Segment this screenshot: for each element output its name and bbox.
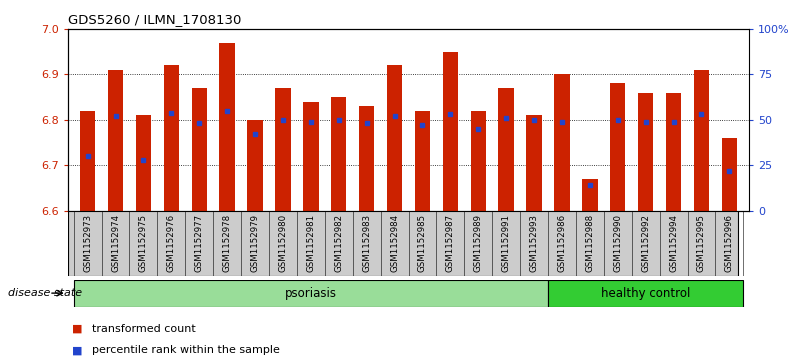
Text: GSM1152996: GSM1152996: [725, 214, 734, 272]
Bar: [471, 111, 486, 211]
Text: GSM1152981: GSM1152981: [306, 214, 316, 272]
Bar: [108, 70, 123, 211]
Text: GSM1152973: GSM1152973: [83, 214, 92, 272]
Text: GSM1152987: GSM1152987: [446, 214, 455, 272]
Bar: [638, 93, 654, 211]
Text: disease state: disease state: [8, 288, 83, 298]
Text: GDS5260 / ILMN_1708130: GDS5260 / ILMN_1708130: [68, 13, 241, 26]
Bar: [694, 70, 709, 211]
Bar: [135, 115, 151, 211]
Text: GSM1152976: GSM1152976: [167, 214, 176, 272]
Bar: [276, 88, 291, 211]
Text: ■: ■: [72, 323, 83, 334]
Text: GSM1152991: GSM1152991: [501, 214, 511, 272]
Text: transformed count: transformed count: [92, 323, 196, 334]
Text: GSM1152985: GSM1152985: [418, 214, 427, 272]
Bar: [415, 111, 430, 211]
Bar: [74, 280, 548, 307]
Bar: [163, 65, 179, 211]
Text: GSM1152979: GSM1152979: [251, 214, 260, 272]
Bar: [191, 88, 207, 211]
Bar: [219, 43, 235, 211]
Bar: [359, 106, 374, 211]
Text: GSM1152986: GSM1152986: [557, 214, 566, 272]
Text: GSM1152990: GSM1152990: [614, 214, 622, 272]
Bar: [610, 83, 626, 211]
Bar: [80, 111, 95, 211]
Text: GSM1152988: GSM1152988: [586, 214, 594, 272]
Text: ■: ■: [72, 345, 83, 355]
Text: GSM1152984: GSM1152984: [390, 214, 399, 272]
Bar: [666, 93, 682, 211]
Text: GSM1152978: GSM1152978: [223, 214, 231, 272]
Bar: [722, 138, 737, 211]
Text: GSM1152994: GSM1152994: [669, 214, 678, 272]
Text: percentile rank within the sample: percentile rank within the sample: [92, 345, 280, 355]
Bar: [443, 52, 458, 211]
Bar: [554, 74, 570, 211]
Bar: [582, 179, 598, 211]
Text: GSM1152995: GSM1152995: [697, 214, 706, 272]
Bar: [331, 97, 346, 211]
Text: GSM1152989: GSM1152989: [473, 214, 483, 272]
Text: GSM1152975: GSM1152975: [139, 214, 148, 272]
Text: GSM1152993: GSM1152993: [529, 214, 538, 272]
Text: GSM1152980: GSM1152980: [279, 214, 288, 272]
Bar: [387, 65, 402, 211]
Text: psoriasis: psoriasis: [285, 287, 337, 299]
Bar: [248, 120, 263, 211]
Bar: [498, 88, 514, 211]
Text: GSM1152992: GSM1152992: [641, 214, 650, 272]
Bar: [548, 280, 743, 307]
Text: GSM1152982: GSM1152982: [334, 214, 344, 272]
Bar: [303, 102, 319, 211]
Text: healthy control: healthy control: [601, 287, 690, 299]
Text: GSM1152983: GSM1152983: [362, 214, 371, 272]
Text: GSM1152974: GSM1152974: [111, 214, 120, 272]
Text: GSM1152977: GSM1152977: [195, 214, 203, 272]
Bar: [526, 115, 541, 211]
